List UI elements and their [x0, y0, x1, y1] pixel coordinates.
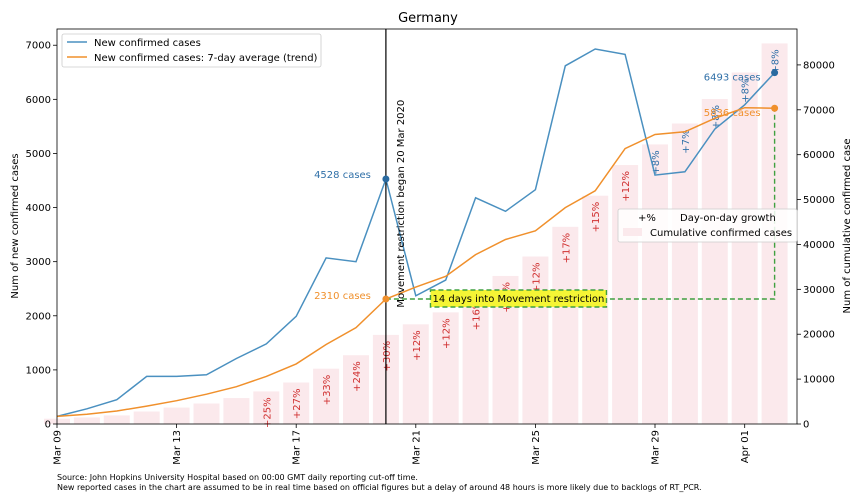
legend-cumulative-swatch — [623, 228, 642, 236]
y2-tick-label: 60000 — [803, 150, 835, 161]
x-tick-label: Apr 01 — [740, 430, 751, 463]
cumulative-bar — [671, 123, 698, 425]
y-axis-label: Num of new confirmed cases — [10, 153, 21, 298]
last-label: 6493 cases — [704, 73, 761, 84]
y-tick-label: 3000 — [26, 257, 51, 268]
y2-tick-label: 10000 — [803, 375, 835, 386]
growth-label: +8% — [651, 150, 662, 174]
y-tick-label: 1000 — [26, 365, 51, 376]
x-tick-label: Mar 25 — [531, 430, 542, 465]
footer-note: New reported cases in the chart are assu… — [57, 483, 702, 492]
legend-label-avg: New confirmed cases: 7-day average (tren… — [94, 53, 318, 64]
x-tick-label: Mar 21 — [411, 430, 422, 465]
growth-label: +16% — [472, 300, 483, 331]
cumulative-bar — [73, 417, 100, 424]
cumulative-bar — [343, 355, 369, 424]
legend-pct-key: +% — [638, 213, 656, 224]
cumulative-bar — [701, 99, 728, 424]
annotations: Movement restriction began 20 Mar 2020 45… — [314, 29, 779, 424]
cumulative-bar — [462, 293, 489, 424]
cumulative-bar — [253, 391, 280, 424]
growth-label: +8% — [741, 79, 752, 103]
legend-top: New confirmed cases New confirmed cases:… — [61, 33, 322, 68]
y-tick-label: 0 — [45, 420, 51, 431]
last-avg-point — [771, 104, 779, 112]
y2-tick-label: 30000 — [803, 285, 835, 296]
peak-point — [382, 175, 390, 183]
cumulative-bar — [193, 403, 220, 424]
y2-tick-label: 0 — [803, 420, 809, 431]
growth-label: +12% — [412, 330, 423, 361]
growth-label: +27% — [292, 388, 303, 419]
x-axis-ticks: Mar 09 Mar 13 Mar 17 Mar 21 Mar 25 Mar 29 Apr … — [53, 424, 751, 465]
x-tick-label: Mar 17 — [292, 430, 303, 465]
fourteen-day-box — [429, 289, 608, 308]
growth-label: +12% — [621, 171, 632, 202]
cumulative-bar — [223, 398, 250, 424]
growth-label: +8% — [771, 49, 782, 73]
y-tick-label: 5000 — [26, 149, 51, 160]
cumulative-bar — [432, 312, 459, 424]
new-cases-line — [56, 48, 776, 418]
y2-tick-label: 80000 — [803, 60, 835, 71]
cumulative-bar — [133, 411, 160, 424]
x-tick-label: Mar 13 — [172, 430, 183, 465]
y-axis-ticks: 0 1000 2000 3000 4000 5000 6000 7000 — [26, 41, 57, 431]
x-tick-label: Mar 09 — [53, 430, 64, 465]
y2-axis-ticks: 0 10000 20000 30000 40000 50000 60000 70000 8000… — [797, 60, 835, 431]
cumulative-bar — [283, 382, 310, 424]
legend-label-new: New confirmed cases — [94, 38, 201, 49]
growth-label: +15% — [591, 202, 602, 233]
cumulative-bar — [731, 72, 758, 425]
legend-pct-text: Day-on-day growth — [680, 213, 776, 224]
cumulative-bar — [402, 324, 429, 424]
growth-label: +33% — [322, 375, 333, 406]
growth-label: +17% — [561, 233, 572, 264]
growth-label: +12% — [531, 263, 542, 294]
last-avg-label: 5836 cases — [704, 108, 761, 119]
x-tick-label: Mar 29 — [651, 430, 662, 465]
cumulative-bar — [313, 368, 340, 424]
growth-label: +12% — [442, 318, 453, 349]
legend-mid: +% Day-on-day growth Cumulative confirme… — [617, 208, 798, 243]
y2-tick-label: 20000 — [803, 330, 835, 341]
y-tick-label: 2000 — [26, 311, 51, 322]
growth-label: +25% — [262, 397, 273, 428]
series-lines — [56, 48, 776, 418]
avg-cases-line — [56, 106, 775, 418]
cumulative-bar — [612, 165, 639, 424]
fourteen-day-label: 14 days into Movement restriction — [433, 294, 605, 305]
last-point — [771, 69, 779, 77]
y2-tick-label: 50000 — [803, 195, 835, 206]
growth-label: +30% — [382, 341, 393, 372]
chart-title: Germany — [398, 11, 458, 26]
growth-label: +7% — [681, 129, 692, 153]
avg-label: 2310 cases — [314, 291, 371, 302]
y2-tick-label: 40000 — [803, 240, 835, 251]
y-tick-label: 6000 — [26, 95, 51, 106]
growth-label: +24% — [352, 361, 363, 392]
avg-point — [382, 295, 390, 303]
movement-restriction-label: Movement restriction began 20 Mar 2020 — [396, 100, 407, 308]
cumulative-bar — [642, 144, 668, 425]
footer-source: Source: John Hopkins University Hospital… — [57, 473, 418, 482]
legend-cumulative-text: Cumulative confirmed cases — [650, 228, 792, 239]
cumulative-bar — [522, 256, 549, 424]
y-tick-label: 7000 — [26, 41, 51, 52]
peak-label: 4528 cases — [314, 170, 371, 181]
y2-tick-label: 70000 — [803, 105, 835, 116]
cumulative-bar — [103, 415, 130, 424]
cumulative-bar — [163, 407, 190, 424]
y2-axis-label: Num of cumulative confirmed case — [842, 139, 853, 314]
cumulative-bar — [582, 195, 609, 424]
y-tick-label: 4000 — [26, 203, 51, 214]
cumulative-bar — [552, 226, 579, 424]
